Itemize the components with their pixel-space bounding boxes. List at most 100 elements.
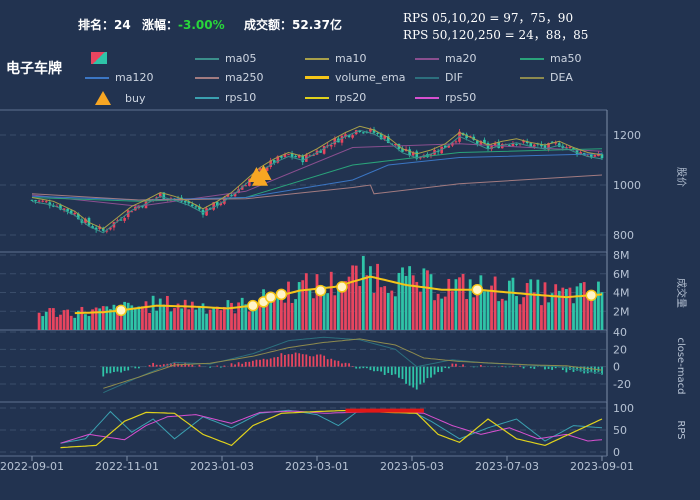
- volume-bar: [205, 313, 208, 330]
- macd-hist-bar: [544, 366, 546, 370]
- volume-bar: [408, 266, 412, 330]
- candle-body: [116, 220, 119, 222]
- volume-bar: [422, 268, 426, 330]
- candle-body: [565, 147, 568, 149]
- volume-bar: [522, 297, 526, 330]
- candle-body: [294, 155, 297, 158]
- macd-hist-bar: [383, 366, 386, 375]
- macd-hist-bar: [351, 366, 354, 367]
- candle-body: [73, 212, 77, 215]
- volume-bar: [433, 300, 436, 330]
- candle-body: [347, 134, 351, 138]
- macd-hist-bar: [522, 366, 525, 369]
- legend-item-DEA[interactable]: DEA: [520, 71, 573, 84]
- legend-item-rps50[interactable]: rps50: [415, 91, 476, 104]
- legend-item-buy[interactable]: buy: [85, 91, 145, 105]
- legend-item-ma250[interactable]: ma250: [195, 71, 263, 84]
- volume-bar: [158, 298, 162, 330]
- legend-item-ma05[interactable]: ma05: [195, 52, 256, 65]
- volume-tick-label: 6M: [613, 268, 630, 281]
- macd-hist-bar: [316, 354, 318, 367]
- candle-body: [554, 142, 557, 144]
- legend-item-DIF[interactable]: DIF: [415, 71, 463, 84]
- volume-bar: [468, 279, 472, 330]
- volume-bar: [151, 295, 155, 330]
- legend-item-ma120[interactable]: ma120: [85, 71, 153, 84]
- macd-hist-bar: [198, 364, 201, 367]
- volume-bar: [340, 289, 344, 330]
- candle-body: [183, 201, 187, 203]
- volume-bar: [230, 302, 233, 330]
- candle-body: [37, 200, 41, 202]
- candle-body: [48, 202, 52, 206]
- candle-body: [62, 208, 66, 210]
- candle-body: [44, 201, 48, 203]
- volume-bar: [511, 277, 515, 330]
- legend-swatch: [195, 76, 219, 79]
- macd-hist-bar: [170, 363, 172, 367]
- legend-item-ma50[interactable]: ma50: [520, 52, 581, 65]
- candle-body: [158, 193, 162, 197]
- candle-body: [600, 154, 604, 159]
- candle-body: [351, 135, 354, 138]
- volume-bar: [294, 299, 298, 330]
- candle-body: [447, 145, 451, 148]
- volume-bar: [226, 300, 230, 330]
- candle-body: [233, 193, 237, 197]
- candle-body: [383, 136, 386, 139]
- volume-bar: [486, 290, 490, 330]
- candle-body: [276, 156, 280, 163]
- volume-bar: [450, 291, 454, 330]
- volume-bar: [287, 281, 290, 330]
- candle-body: [215, 201, 219, 207]
- macd-hist-bar: [155, 364, 158, 367]
- macd-hist-bar: [269, 358, 272, 367]
- candle-body: [130, 211, 134, 213]
- macd-hist-bar: [440, 366, 443, 372]
- macd-hist-bar: [401, 366, 404, 380]
- macd-hist-bar: [301, 354, 304, 367]
- volume-ema-marker: [247, 299, 259, 312]
- candle-body: [590, 154, 593, 158]
- macd-hist-bar: [333, 360, 336, 367]
- volume-bar: [336, 287, 340, 330]
- volume-bar: [344, 281, 347, 330]
- macd-axis-title: close-macd: [675, 337, 686, 394]
- macd-hist-bar: [291, 354, 293, 367]
- candle-body: [358, 130, 362, 132]
- volume-bar: [472, 297, 476, 330]
- legend-item-ma20[interactable]: ma20: [415, 52, 476, 65]
- macd-hist-bar: [241, 363, 244, 367]
- ma120-line: [31, 153, 603, 201]
- legend-item-volume-ema[interactable]: volume_ema: [305, 71, 405, 84]
- volume-bar: [258, 300, 262, 330]
- volume-bar: [94, 307, 98, 330]
- volume-bar: [575, 286, 579, 330]
- volume-bar: [365, 275, 369, 330]
- legend-swatch: [195, 57, 219, 60]
- volume-bar: [483, 291, 486, 330]
- legend-item-ma10[interactable]: ma10: [305, 52, 366, 65]
- macd-hist-bar: [508, 366, 511, 368]
- legend-item-rps10[interactable]: rps10: [195, 91, 256, 104]
- volume-bar: [173, 308, 176, 330]
- buy-triangle-icon: [95, 91, 111, 105]
- legend-item-rps20[interactable]: rps20: [305, 91, 366, 104]
- volume-bar: [376, 263, 379, 330]
- macd-hist-bar: [533, 366, 536, 369]
- macd-hist-bar: [422, 366, 425, 383]
- candle-body: [493, 143, 497, 146]
- volume-bar: [183, 299, 187, 330]
- candle-body: [593, 155, 597, 157]
- volume-axis-title: 成交量: [675, 278, 688, 308]
- candle-body: [248, 179, 251, 186]
- volume-bar: [361, 255, 365, 330]
- x-tick-label: 2023-05-03: [380, 460, 444, 473]
- candle-body: [41, 200, 44, 202]
- macd-hist-bar: [519, 365, 521, 367]
- volume-bar: [233, 313, 237, 330]
- macd-hist-bar: [430, 366, 432, 378]
- candle-body: [515, 143, 518, 145]
- candle-body: [575, 149, 579, 155]
